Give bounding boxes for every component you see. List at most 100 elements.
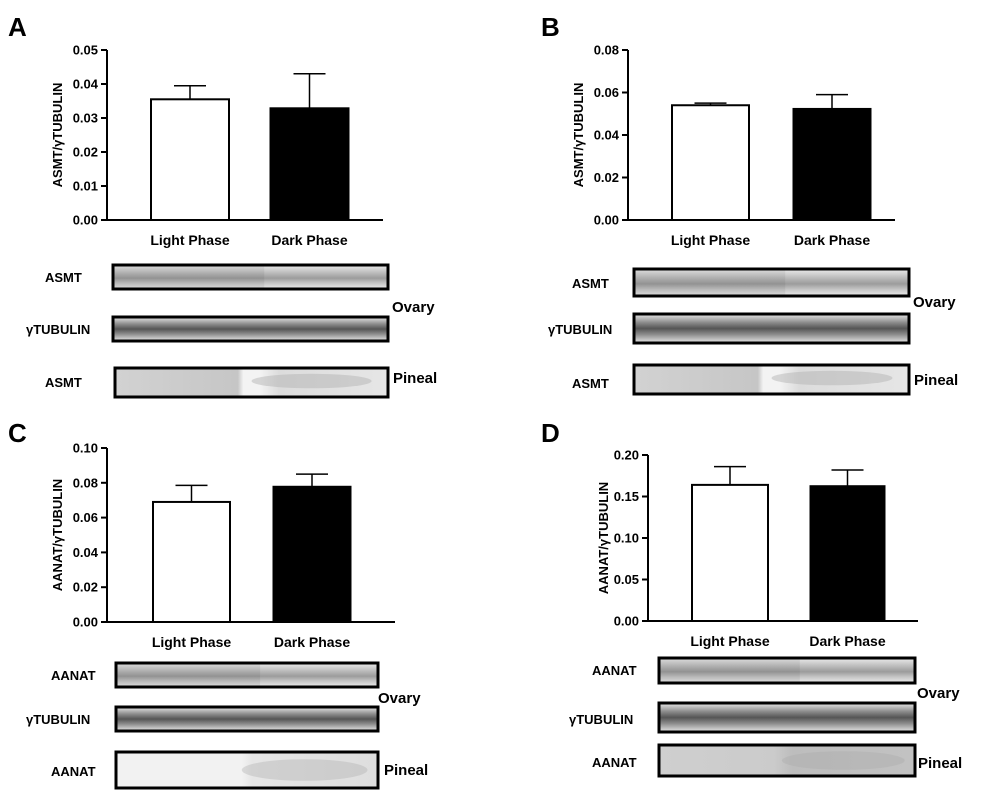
y-axis-label: ASMT/γTUBULIN: [571, 83, 586, 188]
blot-lane-shade: [634, 269, 786, 296]
tissue-label-pineal: Pineal: [914, 372, 958, 389]
x-category-label: Dark Phase: [809, 633, 885, 649]
bar-light-phase: [671, 104, 750, 221]
blot-image: [634, 269, 909, 296]
blot-frame: [114, 705, 380, 733]
blot-frame: [113, 366, 390, 399]
blot-label: ASMT: [572, 276, 609, 291]
blot-image: [634, 314, 909, 343]
bar-dark-phase: [809, 485, 886, 622]
blot-band: [251, 373, 372, 389]
bar-dark-phase: [269, 107, 350, 221]
y-tick-label: 0.20: [614, 448, 639, 463]
y-tick-label: 0.08: [73, 475, 98, 490]
blot-label: AANAT: [51, 764, 96, 779]
tissue-label-pineal: Pineal: [384, 762, 428, 779]
blot-image: [115, 368, 388, 397]
y-tick-label: 0.00: [73, 615, 98, 630]
y-tick-label: 0.02: [594, 170, 619, 185]
tissue-label-ovary: Ovary: [378, 690, 421, 707]
blot-label: γTUBULIN: [548, 322, 612, 337]
y-tick-label: 0.05: [73, 43, 98, 58]
blot-image: [116, 707, 378, 731]
tissue-label-pineal: Pineal: [918, 755, 962, 772]
blot-lane-shade: [659, 658, 800, 683]
bar-light-phase: [152, 500, 231, 623]
tissue-label-ovary: Ovary: [917, 685, 960, 702]
tissue-label-ovary: Ovary: [913, 294, 956, 311]
blot-frame: [657, 743, 917, 778]
blot-image: [659, 745, 915, 776]
y-tick-label: 0.15: [614, 489, 639, 504]
blot-label: ASMT: [572, 376, 609, 391]
panel-c: C AANAT/γTUBULIN 0.00 0.02 0.04 0.06 0.08 0.10 L…: [8, 418, 428, 790]
tissue-label-ovary: Ovary: [392, 299, 435, 316]
blot-frame: [657, 701, 917, 734]
bar-dark-phase: [792, 107, 872, 221]
blot-strip: [632, 267, 911, 298]
panel-d: D AANAT/γTUBULIN 0.00 0.05 0.10 0.15 0.20 Light…: [541, 418, 962, 778]
bar-dark-phase: [272, 485, 352, 623]
blot-image: [659, 703, 915, 732]
y-tick-label: 0.00: [594, 213, 619, 228]
blot-frame: [632, 363, 911, 396]
y-tick-label: 0.01: [73, 179, 98, 194]
tissue-label-pineal: Pineal: [393, 370, 437, 387]
y-tick-label: 0.06: [594, 85, 619, 100]
blot-image: [116, 752, 378, 788]
y-tick-label: 0.10: [614, 531, 639, 546]
y-tick-label: 0.00: [73, 213, 98, 228]
blot-band: [241, 759, 368, 781]
blot-strip: [111, 263, 390, 291]
blot-lane-shade: [116, 663, 261, 687]
panel-letter: B: [541, 12, 560, 42]
bar-light-phase: [691, 483, 769, 622]
x-category-label: Light Phase: [671, 232, 751, 248]
blot-label: ASMT: [45, 375, 82, 390]
panel-letter: A: [8, 12, 27, 42]
x-category-label: Dark Phase: [274, 634, 350, 650]
blot-image: [659, 658, 915, 683]
blot-image: [116, 663, 378, 687]
y-tick-label: 0.04: [73, 77, 99, 92]
y-axis-label: AANAT/γTUBULIN: [596, 482, 611, 594]
y-axis-label: ASMT/γTUBULIN: [50, 83, 65, 188]
blot-label: γTUBULIN: [569, 712, 633, 727]
bar-light-phase: [150, 98, 230, 221]
y-axis-label: AANAT/γTUBULIN: [50, 479, 65, 591]
blot-frame: [111, 315, 390, 343]
blot-frame: [632, 267, 911, 298]
blot-label: γTUBULIN: [26, 322, 90, 337]
blot-strip: [657, 656, 917, 685]
y-tick-label: 0.03: [73, 111, 98, 126]
panel-b: B ASMT/γTUBULIN 0.00 0.02 0.04 0.06 0.08 Light …: [541, 12, 958, 396]
blot-image: [634, 365, 909, 394]
blot-image: [113, 317, 388, 341]
blot-strip: [114, 705, 380, 733]
y-tick-label: 0.08: [594, 43, 619, 58]
x-category-label: Dark Phase: [271, 232, 347, 248]
panel-letter: C: [8, 418, 27, 448]
blot-label: ASMT: [45, 270, 82, 285]
panel-a: A ASMT/γTUBULIN 0.00 0.01 0.02 0.03 0.04 0.05 Li…: [8, 12, 437, 399]
blot-frame: [111, 263, 390, 291]
y-tick-label: 0.04: [594, 128, 620, 143]
panel-letter: D: [541, 418, 560, 448]
blot-frame: [114, 750, 380, 790]
blot-strip: [632, 363, 911, 396]
blot-strip: [632, 312, 911, 345]
blot-frame: [657, 656, 917, 685]
y-tick-label: 0.04: [73, 545, 99, 560]
blot-strip: [111, 315, 390, 343]
blot-strip: [657, 701, 917, 734]
blot-strip: [114, 661, 380, 689]
y-tick-label: 0.00: [614, 614, 639, 629]
blot-strip: [114, 750, 380, 790]
x-category-label: Dark Phase: [794, 232, 870, 248]
y-tick-label: 0.05: [614, 572, 639, 587]
blot-band: [781, 751, 905, 770]
blot-frame: [114, 661, 380, 689]
y-tick-label: 0.02: [73, 580, 98, 595]
blot-lane-shade: [113, 265, 265, 289]
